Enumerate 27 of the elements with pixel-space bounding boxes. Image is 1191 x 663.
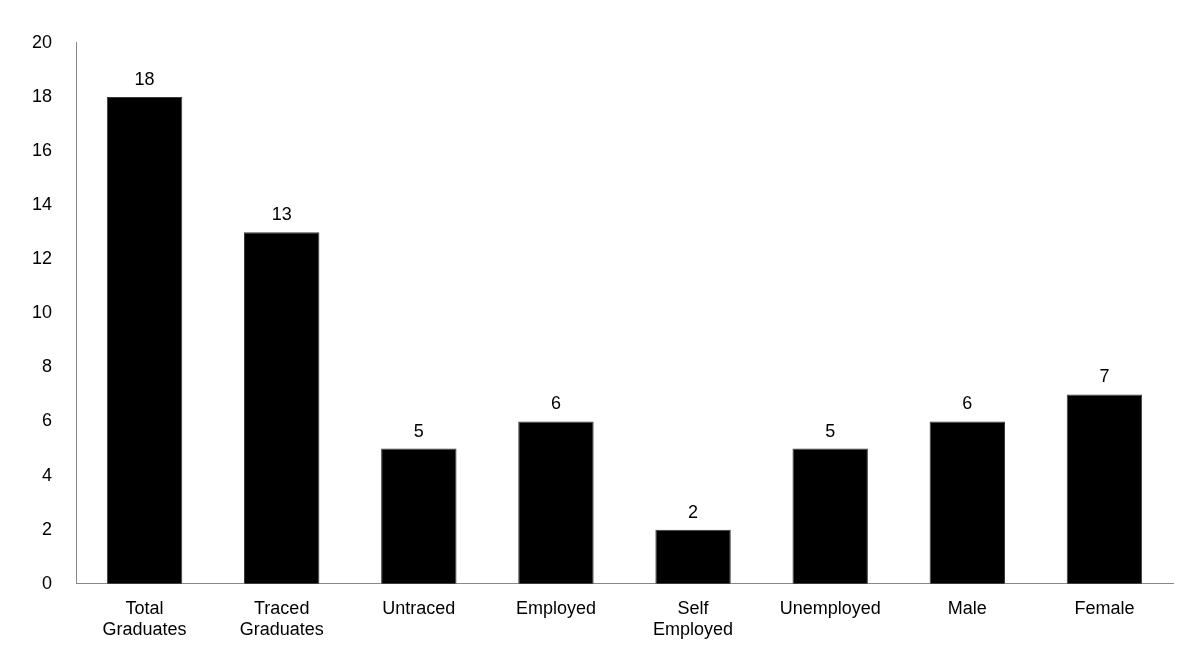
- x-tick-label: Unemployed: [779, 597, 881, 618]
- x-tick-label: Employed: [515, 597, 596, 618]
- y-tick-label: 16: [31, 139, 53, 160]
- data-label: 2: [688, 501, 699, 522]
- data-label: 13: [271, 204, 292, 225]
- data-label: 5: [825, 420, 836, 441]
- y-tick-label: 4: [42, 464, 53, 485]
- y-tick-label: 0: [42, 572, 53, 593]
- x-tick-label: Total Graduates: [102, 597, 187, 640]
- y-tick-label: 2: [42, 518, 53, 539]
- x-tick-label: Untraced: [382, 597, 456, 618]
- y-tick-label: 20: [31, 31, 53, 52]
- x-tick-label: Female: [1074, 597, 1135, 618]
- y-tick-label: 10: [31, 302, 53, 323]
- x-tick-label: Self Employed: [653, 597, 734, 640]
- data-label: 5: [413, 420, 424, 441]
- y-tick-label: 8: [42, 356, 53, 377]
- x-tick-label: Traced Graduates: [239, 597, 324, 640]
- data-label: 6: [962, 393, 973, 414]
- data-label: 6: [550, 393, 561, 414]
- x-tick-label: Male: [947, 597, 987, 618]
- y-tick-label: 14: [31, 194, 53, 215]
- y-tick-label: 6: [42, 410, 53, 431]
- y-tick-label: 18: [31, 85, 53, 106]
- data-label: 18: [134, 68, 155, 89]
- y-tick-label: 12: [31, 248, 53, 269]
- data-label: 7: [1099, 366, 1110, 387]
